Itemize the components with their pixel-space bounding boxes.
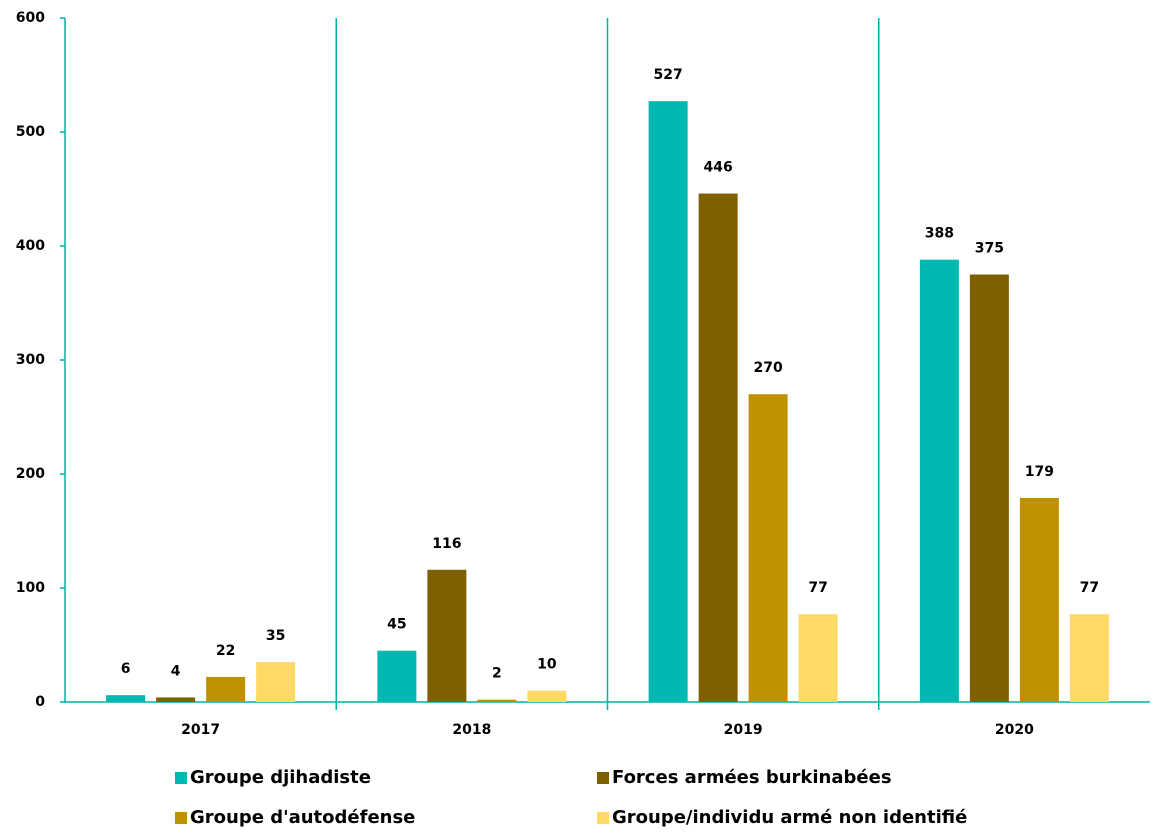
legend-label: Groupe/individu armé non identifié (612, 807, 967, 828)
bar (1019, 497, 1059, 702)
bar (748, 394, 788, 702)
bar (698, 193, 738, 702)
x-tick-label: 2020 (995, 722, 1034, 738)
data-label: 2 (492, 666, 502, 682)
bar (256, 662, 296, 702)
data-label: 179 (1025, 464, 1054, 480)
bar (156, 697, 196, 702)
legend-swatch (175, 812, 187, 824)
data-label: 77 (808, 580, 827, 596)
data-label: 4 (171, 663, 181, 679)
bar (206, 676, 246, 702)
data-label: 10 (537, 657, 557, 673)
data-label: 22 (216, 643, 235, 659)
data-label: 388 (925, 226, 954, 242)
bar (969, 274, 1009, 702)
legend-swatch (597, 772, 609, 784)
bar (798, 614, 838, 702)
legend-swatch (597, 812, 609, 824)
data-label: 6 (121, 661, 131, 677)
data-label: 446 (704, 160, 733, 176)
y-tick-label: 200 (16, 466, 45, 482)
data-label: 270 (754, 360, 783, 376)
legend-label: Forces armées burkinabées (612, 767, 892, 788)
bar (648, 101, 688, 703)
bar (377, 650, 417, 702)
legend-swatch (175, 772, 187, 784)
legend-label: Groupe djihadiste (190, 767, 371, 788)
bar (477, 699, 517, 702)
bar (1069, 614, 1109, 702)
legend-label: Groupe d'autodéfense (190, 807, 415, 828)
x-tick-label: 2017 (181, 722, 220, 738)
y-tick-label: 400 (16, 238, 45, 254)
y-tick-label: 100 (16, 580, 45, 596)
y-tick-label: 500 (16, 124, 45, 140)
y-tick-label: 300 (16, 352, 45, 368)
data-label: 35 (266, 628, 285, 644)
data-label: 77 (1080, 580, 1099, 596)
x-tick-label: 2019 (724, 722, 763, 738)
data-label: 375 (975, 241, 1004, 257)
x-tick-label: 2018 (452, 722, 491, 738)
bar (527, 690, 567, 702)
y-tick-label: 0 (35, 694, 45, 710)
bar (106, 695, 146, 702)
data-label: 116 (432, 536, 461, 552)
bar (919, 259, 959, 702)
data-label: 45 (387, 617, 406, 633)
data-label: 527 (654, 67, 683, 83)
bar (427, 569, 467, 702)
y-tick-label: 600 (16, 10, 45, 26)
